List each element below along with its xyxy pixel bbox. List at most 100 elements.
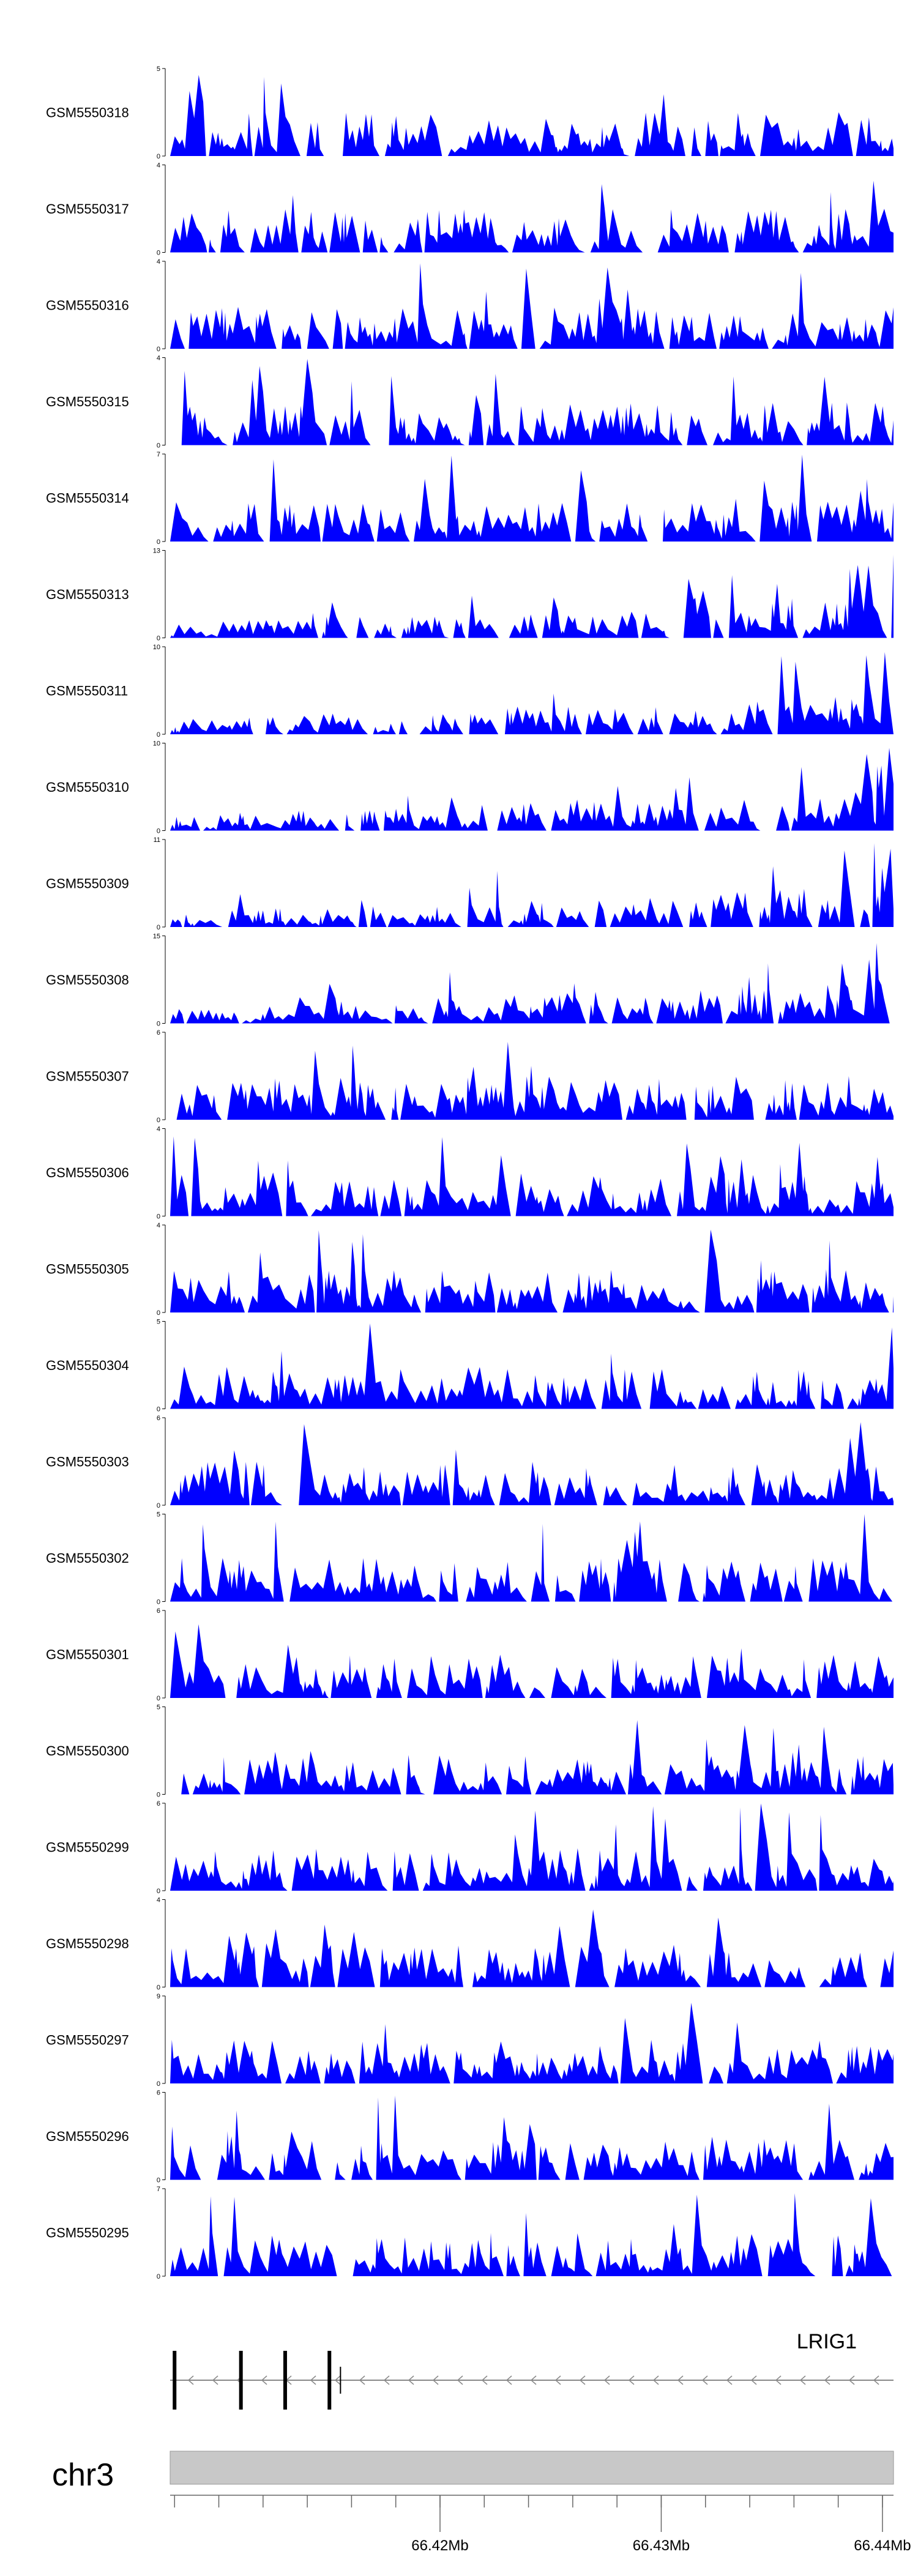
y-tick-min: 0 <box>157 635 160 642</box>
coverage-area <box>170 843 894 927</box>
y-tick-min: 0 <box>157 1792 160 1799</box>
track-label: GSM5550300 <box>46 1743 129 1759</box>
coverage-area <box>170 1323 894 1409</box>
y-tick-max: 6 <box>157 1607 160 1615</box>
track-label: GSM5550305 <box>46 1262 129 1277</box>
y-tick-min: 0 <box>157 442 160 450</box>
y-tick-min: 0 <box>157 2273 160 2280</box>
coverage-area <box>170 554 894 638</box>
y-tick-min: 0 <box>157 1695 160 1702</box>
track-GSM5550302: GSM5550302 5 0 <box>46 1511 894 1606</box>
coverage-area <box>170 181 894 253</box>
track-label: GSM5550313 <box>46 587 129 602</box>
y-tick-max: 4 <box>157 162 160 169</box>
strand-arrow <box>432 2375 439 2385</box>
track-GSM5550314: GSM5550314 7 0 <box>46 451 894 546</box>
track-label: GSM5550302 <box>46 1550 129 1566</box>
track-GSM5550301: GSM5550301 6 0 <box>46 1607 894 1702</box>
strand-arrow <box>677 2375 684 2385</box>
y-tick-min: 0 <box>157 2080 160 2088</box>
y-tick-max: 6 <box>157 1029 160 1037</box>
coverage-area <box>170 1909 894 1987</box>
track-GSM5550309: GSM5550309 11 0 <box>46 836 894 931</box>
y-tick-max: 4 <box>157 355 160 362</box>
tracks-group: GSM555031850GSM555031740GSM555031640GSM5… <box>46 65 894 2280</box>
y-tick-max: 4 <box>157 1897 160 1904</box>
y-tick-max: 6 <box>157 1800 160 1807</box>
y-tick-min: 0 <box>157 250 160 257</box>
coverage-area <box>170 359 894 445</box>
track-GSM5550317: GSM5550317 4 0 <box>46 162 894 257</box>
strand-arrow <box>408 2375 414 2385</box>
track-GSM5550303: GSM5550303 6 0 <box>46 1415 894 1509</box>
y-tick-max: 9 <box>157 1993 160 2000</box>
track-GSM5550300: GSM5550300 5 0 <box>46 1704 894 1799</box>
track-GSM5550297: GSM5550297 9 0 <box>46 1993 894 2088</box>
coverage-area <box>170 2193 894 2276</box>
y-tick-min: 0 <box>157 828 160 835</box>
strand-arrow <box>701 2375 708 2385</box>
track-GSM5550298: GSM5550298 4 0 <box>46 1897 894 1992</box>
track-GSM5550316: GSM5550316 4 0 <box>46 258 894 353</box>
coverage-area <box>170 1803 894 1891</box>
strand-arrow <box>750 2375 757 2385</box>
track-GSM5550313: GSM5550313 13 0 <box>46 548 894 642</box>
y-tick-min: 0 <box>157 346 160 353</box>
x-tick-label: 66.43Mb <box>633 2537 690 2554</box>
track-GSM5550315: GSM5550315 4 0 <box>46 355 894 450</box>
coverage-area <box>170 652 894 734</box>
strand-arrow <box>775 2375 782 2385</box>
exon-mark <box>283 2351 287 2410</box>
track-GSM5550299: GSM5550299 6 0 <box>46 1800 894 1895</box>
strand-arrow <box>383 2375 390 2385</box>
y-tick-max: 7 <box>157 2186 160 2193</box>
y-tick-max: 15 <box>153 933 160 940</box>
track-GSM5550318: GSM5550318 5 0 <box>46 65 894 160</box>
strand-arrow <box>799 2375 806 2385</box>
coverage-area <box>170 1624 894 1698</box>
gene-name-label: LRIG1 <box>797 2330 857 2353</box>
gene-track: LRIG1 <box>170 2330 894 2410</box>
track-label: GSM5550310 <box>46 780 129 795</box>
strand-arrow <box>481 2375 488 2385</box>
y-tick-min: 0 <box>157 1888 160 1895</box>
exon-mark <box>327 2351 332 2410</box>
track-GSM5550310: GSM5550310 10 0 <box>46 740 894 835</box>
strand-arrow <box>726 2375 733 2385</box>
y-tick-min: 0 <box>157 924 160 931</box>
track-label: GSM5550315 <box>46 394 129 409</box>
exon-mark <box>173 2351 177 2410</box>
coverage-area <box>170 455 894 542</box>
coverage-area <box>170 1514 894 1602</box>
track-label: GSM5550318 <box>46 105 129 121</box>
track-label: GSM5550299 <box>46 1840 129 1855</box>
track-label: GSM5550317 <box>46 201 129 217</box>
y-tick-max: 4 <box>157 258 160 266</box>
x-tick-label: 66.42Mb <box>411 2537 468 2554</box>
strand-arrow <box>628 2375 635 2385</box>
track-label: GSM5550311 <box>46 683 128 699</box>
coverage-area <box>170 1229 894 1312</box>
track-label: GSM5550306 <box>46 1165 129 1180</box>
strand-arrow <box>212 2375 218 2385</box>
strand-arrow <box>652 2375 659 2385</box>
coverage-area <box>170 2095 894 2180</box>
track-label: GSM5550307 <box>46 1069 129 1084</box>
exon-mark <box>239 2351 243 2410</box>
y-tick-max: 6 <box>157 2090 160 2097</box>
y-tick-max: 5 <box>157 65 160 73</box>
strand-arrow <box>603 2375 610 2385</box>
y-tick-min: 0 <box>157 1117 160 1124</box>
track-GSM5550304: GSM5550304 5 0 <box>46 1319 894 1413</box>
y-tick-min: 0 <box>157 1599 160 1606</box>
track-GSM5550305: GSM5550305 4 0 <box>46 1222 894 1317</box>
strand-arrow <box>457 2375 463 2385</box>
track-label: GSM5550309 <box>46 876 129 892</box>
track-GSM5550306: GSM5550306 4 0 <box>46 1126 894 1221</box>
track-label: GSM5550308 <box>46 972 129 988</box>
y-tick-min: 0 <box>157 731 160 739</box>
y-tick-min: 0 <box>157 538 160 546</box>
strand-arrow <box>848 2375 855 2385</box>
coverage-area <box>170 263 894 349</box>
coverage-area <box>170 1041 894 1120</box>
